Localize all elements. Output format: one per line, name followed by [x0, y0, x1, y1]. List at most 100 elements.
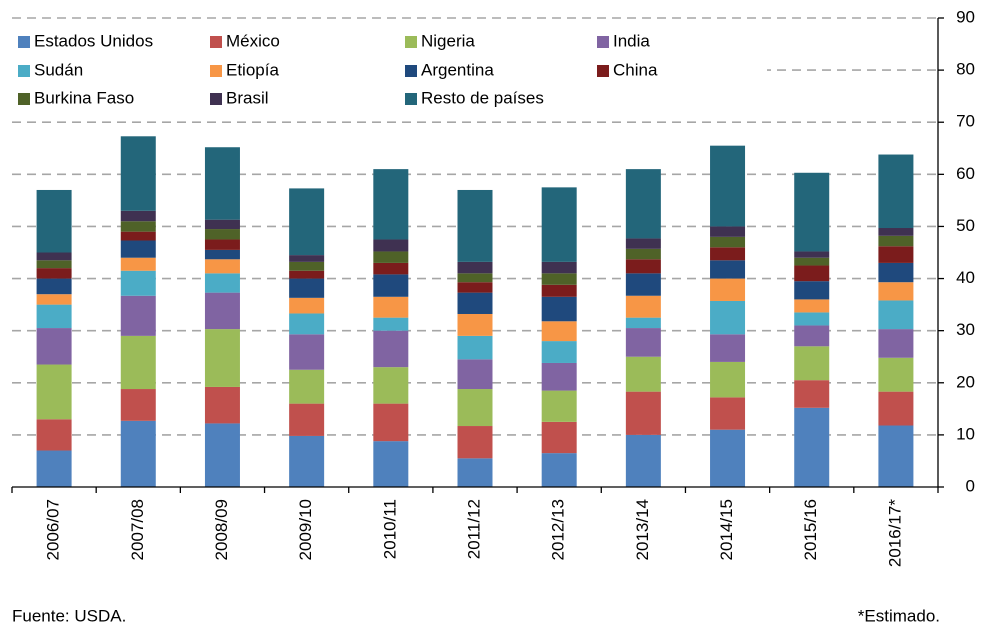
bar-segment [457, 292, 493, 314]
bar-segment [625, 169, 661, 239]
legend-swatch [210, 93, 222, 105]
legend-background [12, 22, 767, 114]
bar-segment [710, 397, 746, 430]
bar-segment [36, 252, 72, 261]
legend-label: Resto de países [421, 88, 544, 107]
bar-segment [794, 325, 830, 347]
bar-segment [204, 386, 240, 424]
bar-segment [457, 189, 493, 262]
bar-segment [457, 261, 493, 274]
bar-segment [373, 274, 409, 297]
bar-segment [204, 219, 240, 230]
legend-label: Argentina [421, 60, 494, 79]
bar-segment [625, 248, 661, 260]
x-tick-label: 2012/13 [549, 499, 568, 560]
bar-segment [373, 367, 409, 404]
bar-segment [457, 426, 493, 459]
bar-segment [541, 284, 577, 297]
bar-segment [878, 246, 914, 263]
bar-segment [36, 450, 72, 487]
bar-segment [36, 419, 72, 451]
bar-segment [541, 421, 577, 454]
bar-segment [373, 330, 409, 368]
x-tick-label: 2015/16 [801, 499, 820, 560]
bar-segment [457, 389, 493, 427]
bar-segment [457, 273, 493, 283]
y-tick-label: 20 [956, 372, 975, 391]
bar-segment [794, 281, 830, 300]
bar-segment [457, 313, 493, 336]
bar-segment [373, 262, 409, 275]
legend-label: Burkina Faso [34, 88, 134, 107]
bar-segment [710, 278, 746, 301]
bar-segment [878, 329, 914, 358]
y-tick-label: 30 [956, 320, 975, 339]
bar-segment [120, 210, 156, 222]
legend-label: Etiopía [226, 60, 279, 79]
y-tick-label: 50 [956, 216, 975, 235]
bar-segment [36, 328, 72, 365]
bar-segment [120, 389, 156, 421]
x-tick-label: 2009/10 [296, 499, 315, 560]
bar-segment [794, 265, 830, 282]
bar-segment [289, 297, 325, 314]
bar-segment [541, 261, 577, 274]
bar-segment [625, 238, 661, 249]
bar-segment [878, 391, 914, 426]
x-tick-label: 2006/07 [44, 499, 63, 560]
bar-segment [794, 257, 830, 266]
y-tick-label: 0 [966, 476, 975, 495]
bar-segment [204, 239, 240, 250]
bar-segment [541, 453, 577, 487]
y-tick-label: 80 [956, 60, 975, 79]
bar-segment [878, 262, 914, 283]
legend-swatch [597, 36, 609, 48]
bar-segment [625, 328, 661, 357]
bar-segment [204, 147, 240, 220]
bar-segment [794, 299, 830, 313]
x-tick-label: 2007/08 [128, 499, 147, 560]
bar-segment [710, 300, 746, 335]
legend-swatch [405, 93, 417, 105]
bar-segment [710, 236, 746, 248]
bar-segment [36, 294, 72, 305]
bar-segment [625, 273, 661, 296]
bar-segment [289, 261, 325, 271]
bar-segment [710, 429, 746, 487]
x-tick-label: 2010/11 [380, 499, 399, 559]
bar-segment [289, 270, 325, 279]
bar-segment [373, 317, 409, 331]
bar-segment [794, 407, 830, 487]
legend: Estados Unidos México Nigeria India Sudán Eti… [12, 22, 767, 114]
x-tick-label: 2016/17* [885, 499, 904, 567]
bar-segment [794, 346, 830, 381]
bar-segment [373, 239, 409, 252]
bar-segment [204, 329, 240, 387]
bar-segment [204, 259, 240, 274]
bar-segment [36, 268, 72, 279]
bar-segment [204, 292, 240, 330]
bar-segment [794, 380, 830, 408]
bar-segment [541, 362, 577, 391]
bar-segment [625, 317, 661, 329]
bar-segment [625, 356, 661, 392]
x-tick-label: 2011/12 [464, 499, 483, 559]
legend-label: Estados Unidos [34, 31, 153, 50]
bar-segment [373, 403, 409, 442]
y-tick-label: 40 [956, 268, 975, 287]
bar-segment [541, 390, 577, 422]
bar-segment [289, 435, 325, 487]
legend-label: China [613, 60, 658, 79]
bar-segment [625, 295, 661, 318]
bar-segment [541, 341, 577, 363]
note: *Estimado. [858, 606, 940, 625]
bar-segment [625, 259, 661, 274]
bar-segment [373, 169, 409, 240]
bar-segment [289, 255, 325, 262]
bar-segment [120, 221, 156, 232]
bar-segment [289, 188, 325, 256]
bar-segment [120, 231, 156, 241]
bar-segment [457, 458, 493, 487]
bar-segment [373, 296, 409, 318]
